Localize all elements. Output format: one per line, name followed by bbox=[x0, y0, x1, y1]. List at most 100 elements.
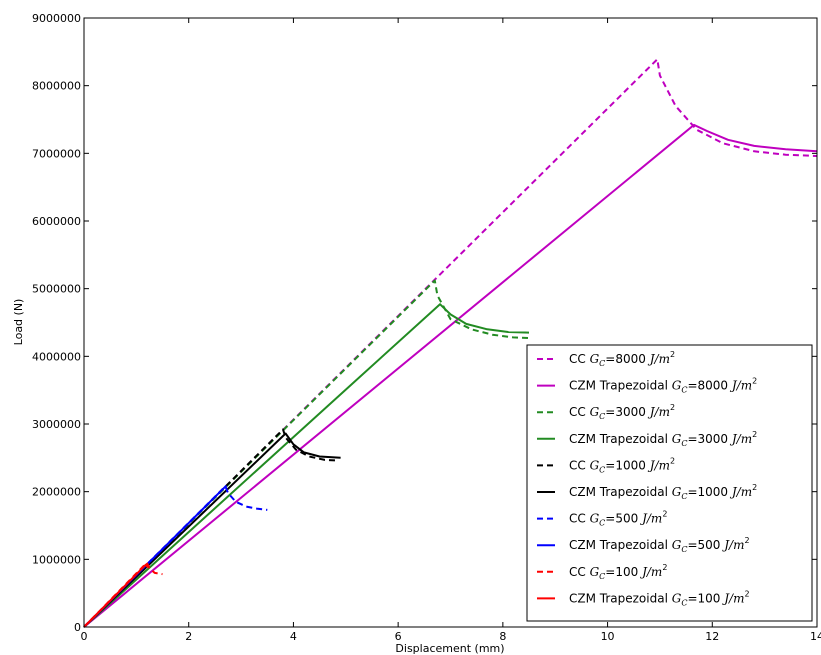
series-line-cc-1000 bbox=[83, 428, 338, 628]
legend-gc-symbol: G bbox=[668, 538, 682, 552]
legend-gc-symbol: G bbox=[586, 565, 600, 579]
legend-unit-exponent: 2 bbox=[752, 483, 757, 492]
legend-gc-symbol: G bbox=[586, 512, 600, 526]
legend-label: CC GC=8000 J/m2 bbox=[569, 350, 675, 368]
legend-gc-subscript: C bbox=[681, 386, 687, 395]
legend-gc-subscript: C bbox=[681, 492, 687, 501]
legend-gc-number: 1000 bbox=[615, 458, 646, 472]
legend-unit: J/m bbox=[720, 538, 744, 552]
x-tick-label: 6 bbox=[395, 630, 402, 643]
legend-unit: J/m bbox=[728, 432, 752, 446]
legend-gc-value: = bbox=[687, 379, 697, 393]
y-tick-label: 6000000 bbox=[32, 215, 81, 228]
legend-unit: J/m bbox=[638, 565, 662, 579]
plot-frame bbox=[83, 17, 818, 628]
legend-unit: J/m bbox=[720, 591, 744, 605]
y-tick-label: 9000000 bbox=[32, 12, 81, 25]
legend-unit-exponent: 2 bbox=[752, 377, 757, 386]
series-line-czm-8000 bbox=[83, 123, 818, 628]
legend-gc-symbol: G bbox=[668, 379, 682, 393]
legend-label: CZM Trapezoidal GC=8000 J/m2 bbox=[569, 377, 757, 395]
series-line-cc-3000 bbox=[83, 279, 530, 628]
legend-gc-value: = bbox=[605, 565, 615, 579]
legend-label: CC GC=100 J/m2 bbox=[569, 563, 667, 581]
legend-unit: J/m bbox=[638, 512, 662, 526]
legend-label: CZM Trapezoidal GC=100 J/m2 bbox=[569, 589, 750, 607]
legend-unit: J/m bbox=[646, 405, 670, 419]
legend-unit-exponent: 2 bbox=[670, 403, 675, 412]
y-tick-label: 3000000 bbox=[32, 418, 81, 431]
legend-gc-subscript: C bbox=[681, 439, 687, 448]
series-line-cc-100 bbox=[83, 561, 163, 628]
legend-gc-symbol: G bbox=[668, 432, 682, 446]
legend-series-name: CZM Trapezoidal bbox=[569, 432, 668, 446]
legend-gc-value: = bbox=[605, 405, 615, 419]
legend-gc-symbol: G bbox=[668, 591, 682, 605]
legend-label: CC GC=1000 J/m2 bbox=[569, 456, 675, 474]
series-line-czm-3000 bbox=[83, 303, 530, 628]
legend-label: CC GC=500 J/m2 bbox=[569, 510, 667, 528]
series-line-cc-500 bbox=[83, 485, 268, 628]
series-line-czm-100 bbox=[83, 563, 149, 628]
legend-series-name: CC bbox=[569, 352, 586, 366]
legend-gc-subscript: C bbox=[599, 572, 605, 581]
legend-gc-symbol: G bbox=[586, 352, 600, 366]
x-tick-label: 0 bbox=[81, 630, 88, 643]
legend-box bbox=[526, 344, 813, 622]
legend-gc-subscript: C bbox=[599, 519, 605, 528]
y-axis-label: Load (N) bbox=[12, 299, 25, 346]
legend-gc-value: = bbox=[605, 458, 615, 472]
legend-gc-number: 100 bbox=[615, 565, 638, 579]
legend-gc-value: = bbox=[605, 352, 615, 366]
legend-gc-number: 8000 bbox=[698, 379, 729, 393]
y-tick-label: 2000000 bbox=[32, 486, 81, 499]
legend-label: CZM Trapezoidal GC=1000 J/m2 bbox=[569, 483, 757, 501]
y-tick-label: 1000000 bbox=[32, 553, 81, 566]
legend-gc-number: 1000 bbox=[698, 485, 729, 499]
legend-unit: J/m bbox=[646, 352, 670, 366]
legend-gc-value: = bbox=[687, 591, 697, 605]
legend-unit: J/m bbox=[646, 458, 670, 472]
legend-gc-value: = bbox=[687, 538, 697, 552]
legend-gc-subscript: C bbox=[599, 465, 605, 474]
legend-series-name: CC bbox=[569, 405, 586, 419]
legend-unit: J/m bbox=[728, 379, 752, 393]
legend-gc-number: 500 bbox=[698, 538, 721, 552]
legend-series-name: CC bbox=[569, 565, 586, 579]
ticks-layer: 0 2 4 6 8 10 12 14 0 1000000 2000000 3000000 4000000… bbox=[32, 12, 821, 643]
legend-series-name: CZM Trapezoidal bbox=[569, 379, 668, 393]
legend-gc-value: = bbox=[605, 512, 615, 526]
y-tick-label: 7000000 bbox=[32, 147, 81, 160]
legend-unit: J/m bbox=[728, 485, 752, 499]
x-tick-label: 4 bbox=[290, 630, 297, 643]
legend-label: CZM Trapezoidal GC=3000 J/m2 bbox=[569, 430, 757, 448]
legend-unit-exponent: 2 bbox=[752, 430, 757, 439]
legend-unit-exponent: 2 bbox=[662, 563, 667, 572]
legend-gc-value: = bbox=[687, 485, 697, 499]
legend-series-name: CC bbox=[569, 512, 586, 526]
legend-series-name: CZM Trapezoidal bbox=[569, 485, 668, 499]
legend-unit-exponent: 2 bbox=[670, 456, 675, 465]
legend-gc-number: 3000 bbox=[698, 432, 729, 446]
legend-gc-subscript: C bbox=[599, 359, 605, 368]
legend-gc-symbol: G bbox=[586, 405, 600, 419]
legend-gc-number: 3000 bbox=[615, 405, 646, 419]
x-tick-label: 12 bbox=[705, 630, 719, 643]
legend-label: CZM Trapezoidal GC=500 J/m2 bbox=[569, 536, 750, 554]
x-tick-label: 8 bbox=[499, 630, 506, 643]
legend-gc-number: 8000 bbox=[615, 352, 646, 366]
legend-series-name: CC bbox=[569, 458, 586, 472]
legend-gc-subscript: C bbox=[681, 545, 687, 554]
legend-gc-number: 500 bbox=[615, 512, 638, 526]
legend-gc-symbol: G bbox=[586, 458, 600, 472]
series-line-cc-8000 bbox=[83, 58, 818, 628]
legend-unit-exponent: 2 bbox=[744, 536, 749, 545]
y-tick-label: 4000000 bbox=[32, 350, 81, 363]
legend-gc-subscript: C bbox=[599, 412, 605, 421]
series-line-czm-1000 bbox=[83, 432, 341, 628]
legend-unit-exponent: 2 bbox=[662, 510, 667, 519]
y-tick-label: 5000000 bbox=[32, 283, 81, 296]
y-tick-label: 0 bbox=[74, 621, 81, 634]
legend-series-name: CZM Trapezoidal bbox=[569, 591, 668, 605]
